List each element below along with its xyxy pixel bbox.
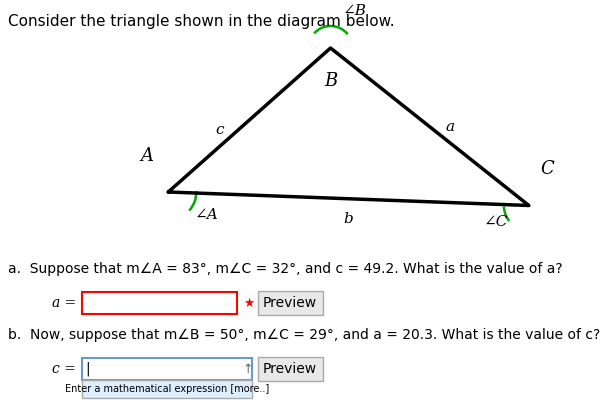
Text: b: b — [344, 212, 353, 226]
Text: c: c — [215, 123, 224, 137]
FancyBboxPatch shape — [258, 357, 323, 381]
Text: A: A — [141, 147, 154, 165]
Text: ∠A: ∠A — [195, 208, 219, 222]
FancyBboxPatch shape — [82, 380, 252, 398]
Text: b.  Now, suppose that m∠B = 50°, m∠C = 29°, and a = 20.3. What is the value of c: b. Now, suppose that m∠B = 50°, m∠C = 29… — [8, 328, 600, 342]
Text: c =: c = — [52, 362, 76, 376]
Text: C: C — [540, 160, 554, 178]
Text: B: B — [324, 72, 337, 90]
FancyBboxPatch shape — [258, 291, 323, 315]
Text: |: | — [85, 362, 90, 376]
FancyBboxPatch shape — [82, 358, 252, 380]
Text: a.  Suppose that m∠A = 83°, m∠C = 32°, and c = 49.2. What is the value of a?: a. Suppose that m∠A = 83°, m∠C = 32°, an… — [8, 262, 563, 276]
Text: ★: ★ — [243, 296, 254, 309]
Text: a: a — [445, 120, 454, 134]
Text: Preview: Preview — [263, 362, 317, 376]
Text: a =: a = — [52, 296, 76, 310]
Text: ↑: ↑ — [243, 363, 253, 376]
Text: ∠B: ∠B — [343, 4, 367, 18]
Text: Preview: Preview — [263, 296, 317, 310]
Text: ∠C: ∠C — [484, 215, 508, 229]
Text: Enter a mathematical expression [more..]: Enter a mathematical expression [more..] — [65, 384, 269, 394]
FancyBboxPatch shape — [82, 292, 237, 314]
Text: Consider the triangle shown in the diagram below.: Consider the triangle shown in the diagr… — [8, 14, 395, 29]
